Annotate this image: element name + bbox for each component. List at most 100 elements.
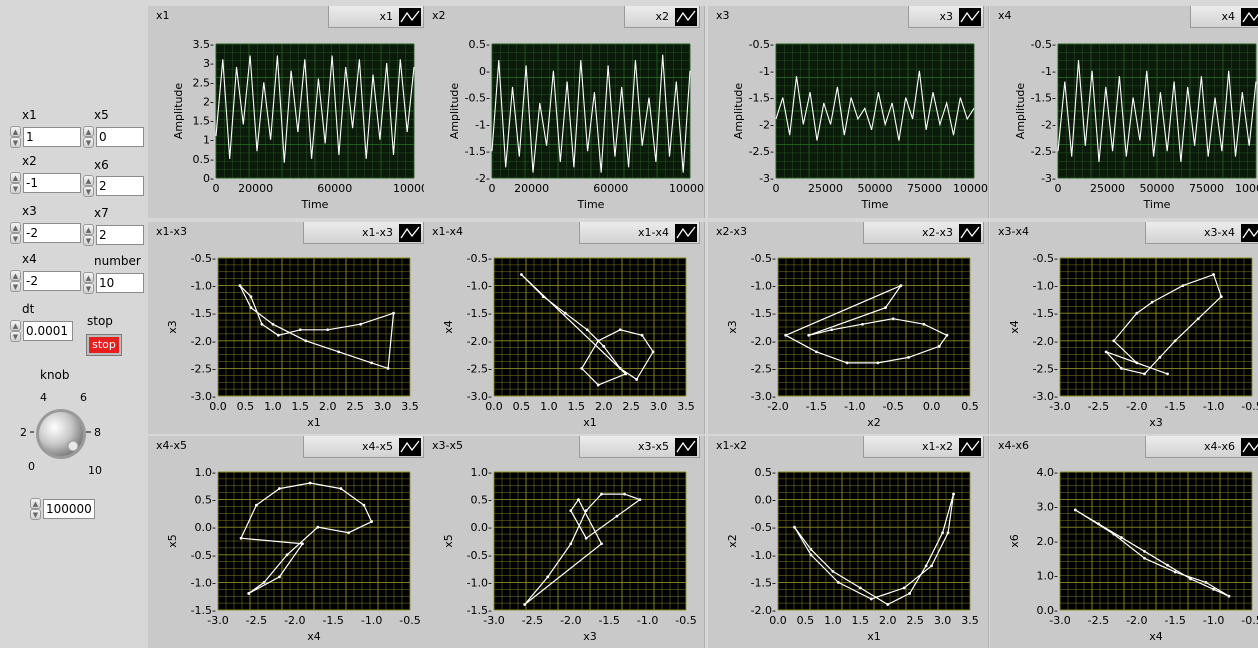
chart-panel-x1-x4: x1-x4 x1-x4 -3.0- -2.5- -2.0- -1.5- -1.0- -0.5-… (424, 222, 705, 434)
increment-arrow-icon[interactable]: ▲ (83, 272, 94, 283)
decrement-arrow-icon[interactable]: ▼ (10, 137, 21, 148)
chart-svg[interactable]: -1.5- -1.0- -0.5- 0.0- 0.5- 1.0- -3.0 -2.5 -2.0 -… (148, 436, 428, 648)
plot-style-icon[interactable] (959, 7, 981, 26)
plot-legend-label: x1-x3 (362, 226, 393, 239)
plot-legend[interactable]: x1 (328, 6, 424, 28)
increment-arrow-icon[interactable]: ▲ (83, 126, 94, 137)
number-input[interactable]: 10 (96, 273, 144, 293)
decrement-arrow-icon[interactable]: ▼ (10, 233, 21, 244)
decrement-arrow-icon[interactable]: ▼ (83, 283, 94, 294)
plot-style-icon[interactable] (675, 223, 697, 242)
x-tick-label: -2.0 (767, 400, 788, 413)
plot-legend[interactable]: x2-x3 (863, 222, 984, 244)
plot-style-icon[interactable] (959, 223, 981, 242)
x5-input[interactable]: 0 (96, 127, 144, 147)
chart-svg[interactable]: -3.0- -2.5- -2.0- -1.5- -1.0- -0.5- 0.0 0.5 1.0 1… (148, 222, 428, 434)
chart-panel-x4: x4 x4 -3- -2.5- -2- -1.5- -1- -0.5- 0 25000 50000 7… (990, 6, 1258, 218)
x-tick-label: -1.5 (598, 614, 619, 627)
plot-legend-label: x2 (655, 10, 669, 23)
chart-svg[interactable]: 0- 0.5- 1- 1.5- 2- 2.5- 3- 3.5- 0 20000 60000 10000… (148, 6, 428, 218)
x5-spinner[interactable]: ▲ ▼ (83, 126, 94, 148)
y-tick-label: -2- (759, 118, 774, 131)
dt-spinner[interactable]: ▲ ▼ (10, 320, 21, 342)
plot-legend[interactable]: x1-x4 (579, 222, 700, 244)
knob-label: knob (40, 368, 70, 382)
plot-legend[interactable]: x2 (624, 6, 700, 28)
plot-legend[interactable]: x4 (1190, 6, 1258, 28)
plot-legend[interactable]: x3-x4 (1145, 222, 1258, 244)
number-spinner[interactable]: ▲ ▼ (83, 272, 94, 294)
trajectory-point (869, 597, 873, 601)
trajectory-point (596, 339, 600, 343)
decrement-arrow-icon[interactable]: ▼ (10, 183, 21, 194)
increment-arrow-icon[interactable]: ▲ (10, 270, 21, 281)
trajectory-point (618, 367, 622, 370)
x1-spinner[interactable]: ▲ ▼ (10, 126, 21, 148)
decrement-arrow-icon[interactable]: ▼ (83, 235, 94, 246)
trajectory-point (569, 509, 573, 513)
chart-panel-x4-x6: x4-x6 x4-x6 0.0- 1.0- 2.0- 3.0- 4.0- -3.0 -2.5 -2… (990, 436, 1258, 648)
x3-input[interactable]: -2 (23, 223, 81, 243)
x-tick-label: 0.0 (485, 400, 503, 413)
plot-style-icon[interactable] (675, 437, 697, 456)
increment-arrow-icon[interactable]: ▲ (10, 172, 21, 183)
chart-svg[interactable]: -2.0- -1.5- -1.0- -0.5- 0.0- 0.5- 0.0 0.5 1.0 1.5… (708, 436, 988, 648)
plot-legend[interactable]: x3-x5 (579, 436, 700, 458)
decrement-arrow-icon[interactable]: ▼ (10, 331, 21, 342)
plot-style-icon[interactable] (675, 7, 697, 26)
x7-spinner[interactable]: ▲ ▼ (83, 224, 94, 246)
x4-input[interactable]: -2 (23, 271, 81, 291)
x1-input[interactable]: 1 (23, 127, 81, 147)
plot-style-icon[interactable] (399, 223, 421, 242)
decrement-arrow-icon[interactable]: ▼ (83, 186, 94, 197)
trajectory-point (1173, 339, 1177, 343)
plot-style-icon[interactable] (399, 437, 421, 456)
chart-svg[interactable]: -3.0- -2.5- -2.0- -1.5- -1.0- -0.5- -3.0 -2.5 -2… (990, 222, 1258, 434)
x-tick-label: -3.0 (1049, 400, 1070, 413)
chart-svg[interactable]: -2- -1.5- -1- -0.5- 0- 0.5- 0 20000 60000 100000 T… (424, 6, 704, 218)
trajectory-point (316, 525, 320, 529)
knob-control[interactable]: 4 6 2 8 0 10 (18, 364, 118, 477)
chart-svg[interactable]: -1.5- -1.0- -0.5- 0.0- 0.5- 1.0- -3.0 -2.5 -2.0 -… (424, 436, 704, 648)
plot-legend[interactable]: x3 (908, 6, 984, 28)
x-tick-label: 0.0 (769, 614, 787, 627)
plot-style-icon[interactable] (959, 437, 981, 456)
trajectory-point (946, 531, 950, 535)
increment-arrow-icon[interactable]: ▲ (83, 175, 94, 186)
trajectory-point (1135, 311, 1139, 315)
increment-arrow-icon[interactable]: ▲ (10, 320, 21, 331)
trajectory-point (651, 350, 655, 354)
x6-input[interactable]: 2 (96, 176, 144, 196)
plot-legend[interactable]: x1-x3 (303, 222, 424, 244)
chart-svg[interactable]: -3.0- -2.5- -2.0- -1.5- -1.0- -0.5- -2.0 -1.5 -1… (708, 222, 988, 434)
trajectory-point (308, 481, 312, 485)
x4-spinner[interactable]: ▲ ▼ (10, 270, 21, 292)
x6-spinner[interactable]: ▲ ▼ (83, 175, 94, 197)
increment-arrow-icon[interactable]: ▲ (10, 222, 21, 233)
trajectory-point (941, 531, 944, 535)
stop-button[interactable]: stop (87, 335, 121, 355)
chart-svg[interactable]: -3- -2.5- -2- -1.5- -1- -0.5- 0 25000 50000 75000… (708, 6, 988, 218)
increment-arrow-icon[interactable]: ▲ (30, 498, 41, 509)
x-tick-label: 0.5 (237, 400, 255, 413)
knob-value-input[interactable]: 100000 (43, 499, 95, 519)
x3-spinner[interactable]: ▲ ▼ (10, 222, 21, 244)
increment-arrow-icon[interactable]: ▲ (83, 224, 94, 235)
plot-legend[interactable]: x1-x2 (863, 436, 984, 458)
decrement-arrow-icon[interactable]: ▼ (83, 137, 94, 148)
x2-spinner[interactable]: ▲ ▼ (10, 172, 21, 194)
increment-arrow-icon[interactable]: ▲ (10, 126, 21, 137)
x2-input[interactable]: -1 (23, 173, 81, 193)
dt-input[interactable]: 0.0001 (23, 321, 73, 341)
chart-svg[interactable]: 0.0- 1.0- 2.0- 3.0- 4.0- -3.0 -2.5 -2.0 -1.5 -1.0… (990, 436, 1258, 648)
chart-svg[interactable]: -3.0- -2.5- -2.0- -1.5- -1.0- -0.5- 0.0 0.5 1.0 1… (424, 222, 704, 434)
plot-legend[interactable]: x4-x6 (1145, 436, 1258, 458)
decrement-arrow-icon[interactable]: ▼ (30, 509, 41, 520)
plot-legend[interactable]: x4-x5 (303, 436, 424, 458)
decrement-arrow-icon[interactable]: ▼ (10, 281, 21, 292)
x7-input[interactable]: 2 (96, 225, 144, 245)
chart-svg[interactable]: -3- -2.5- -2- -1.5- -1- -0.5- 0 25000 50000 75000… (990, 6, 1258, 218)
knob-dial[interactable]: 4 6 2 8 0 10 (18, 364, 118, 477)
knob-value-spinner[interactable]: ▲ ▼ (30, 498, 41, 520)
plot-style-icon[interactable] (399, 7, 421, 26)
